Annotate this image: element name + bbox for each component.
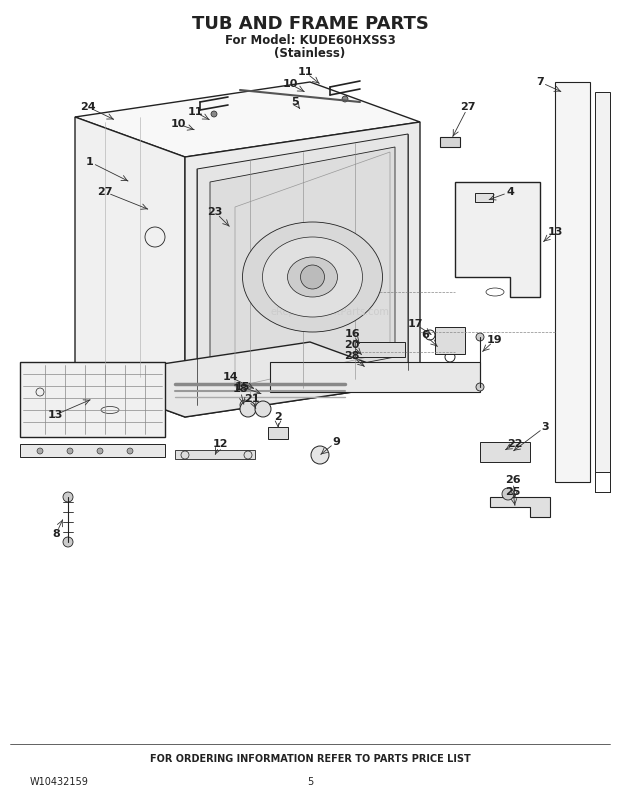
Circle shape <box>255 401 271 417</box>
Text: For Model: KUDE60HXSS3: For Model: KUDE60HXSS3 <box>224 34 396 47</box>
Circle shape <box>63 537 73 547</box>
Text: 16: 16 <box>344 329 360 339</box>
Text: 8: 8 <box>52 529 60 539</box>
Text: 5: 5 <box>291 97 299 107</box>
Circle shape <box>342 96 348 102</box>
Circle shape <box>181 451 189 459</box>
Polygon shape <box>440 137 460 147</box>
Polygon shape <box>268 427 288 439</box>
Polygon shape <box>480 442 530 462</box>
Polygon shape <box>175 450 255 459</box>
Circle shape <box>244 451 252 459</box>
Text: 25: 25 <box>505 487 521 497</box>
Text: 26: 26 <box>505 475 521 485</box>
Text: 9: 9 <box>332 437 340 447</box>
Text: 7: 7 <box>536 77 544 87</box>
Circle shape <box>311 446 329 464</box>
Ellipse shape <box>288 257 337 297</box>
Text: 12: 12 <box>212 439 228 449</box>
Polygon shape <box>210 147 395 392</box>
Text: 6: 6 <box>421 330 429 340</box>
Polygon shape <box>355 342 405 357</box>
Text: 27: 27 <box>460 102 476 112</box>
Polygon shape <box>20 444 165 457</box>
Text: 10: 10 <box>170 119 185 129</box>
Text: 17: 17 <box>407 319 423 329</box>
Polygon shape <box>75 82 420 157</box>
Circle shape <box>37 448 43 454</box>
Circle shape <box>476 333 484 341</box>
Circle shape <box>67 448 73 454</box>
Polygon shape <box>490 497 550 517</box>
Circle shape <box>502 488 514 500</box>
Text: 5: 5 <box>307 777 313 787</box>
Text: 23: 23 <box>207 207 223 217</box>
Text: 22: 22 <box>507 439 523 449</box>
Circle shape <box>127 448 133 454</box>
Text: 2: 2 <box>274 412 282 422</box>
Circle shape <box>240 400 250 410</box>
Ellipse shape <box>242 222 383 332</box>
Text: W10432159: W10432159 <box>30 777 89 787</box>
FancyBboxPatch shape <box>475 193 493 202</box>
Circle shape <box>97 448 103 454</box>
Text: 11: 11 <box>187 107 203 117</box>
Text: 15: 15 <box>234 382 250 392</box>
Text: 27: 27 <box>97 187 113 197</box>
Circle shape <box>63 492 73 502</box>
Text: 3: 3 <box>541 422 549 432</box>
Text: (Stainless): (Stainless) <box>275 47 345 59</box>
Text: 28: 28 <box>344 351 360 361</box>
Polygon shape <box>595 92 610 472</box>
Text: 1: 1 <box>86 157 94 167</box>
Text: 4: 4 <box>506 187 514 197</box>
Polygon shape <box>270 362 480 392</box>
Polygon shape <box>75 342 420 417</box>
Circle shape <box>301 265 324 289</box>
Circle shape <box>211 111 217 117</box>
Text: 10: 10 <box>282 79 298 89</box>
Text: 20: 20 <box>344 340 360 350</box>
Text: 19: 19 <box>487 335 503 345</box>
Text: TUB AND FRAME PARTS: TUB AND FRAME PARTS <box>192 15 428 33</box>
Text: 14: 14 <box>222 372 238 382</box>
Circle shape <box>240 401 256 417</box>
Text: 24: 24 <box>80 102 96 112</box>
Text: 13: 13 <box>547 227 563 237</box>
Text: eReplacementParts.com: eReplacementParts.com <box>270 307 389 317</box>
Circle shape <box>476 383 484 391</box>
Polygon shape <box>455 182 540 297</box>
Text: 21: 21 <box>244 394 260 404</box>
Polygon shape <box>435 327 465 354</box>
Text: 11: 11 <box>297 67 312 77</box>
Text: FOR ORDERING INFORMATION REFER TO PARTS PRICE LIST: FOR ORDERING INFORMATION REFER TO PARTS … <box>149 754 471 764</box>
Polygon shape <box>20 362 165 437</box>
Polygon shape <box>185 122 420 417</box>
Text: 18: 18 <box>232 384 248 394</box>
Polygon shape <box>555 82 590 482</box>
Text: 13: 13 <box>47 410 63 420</box>
Polygon shape <box>75 117 185 417</box>
Ellipse shape <box>262 237 363 317</box>
Polygon shape <box>197 134 408 405</box>
